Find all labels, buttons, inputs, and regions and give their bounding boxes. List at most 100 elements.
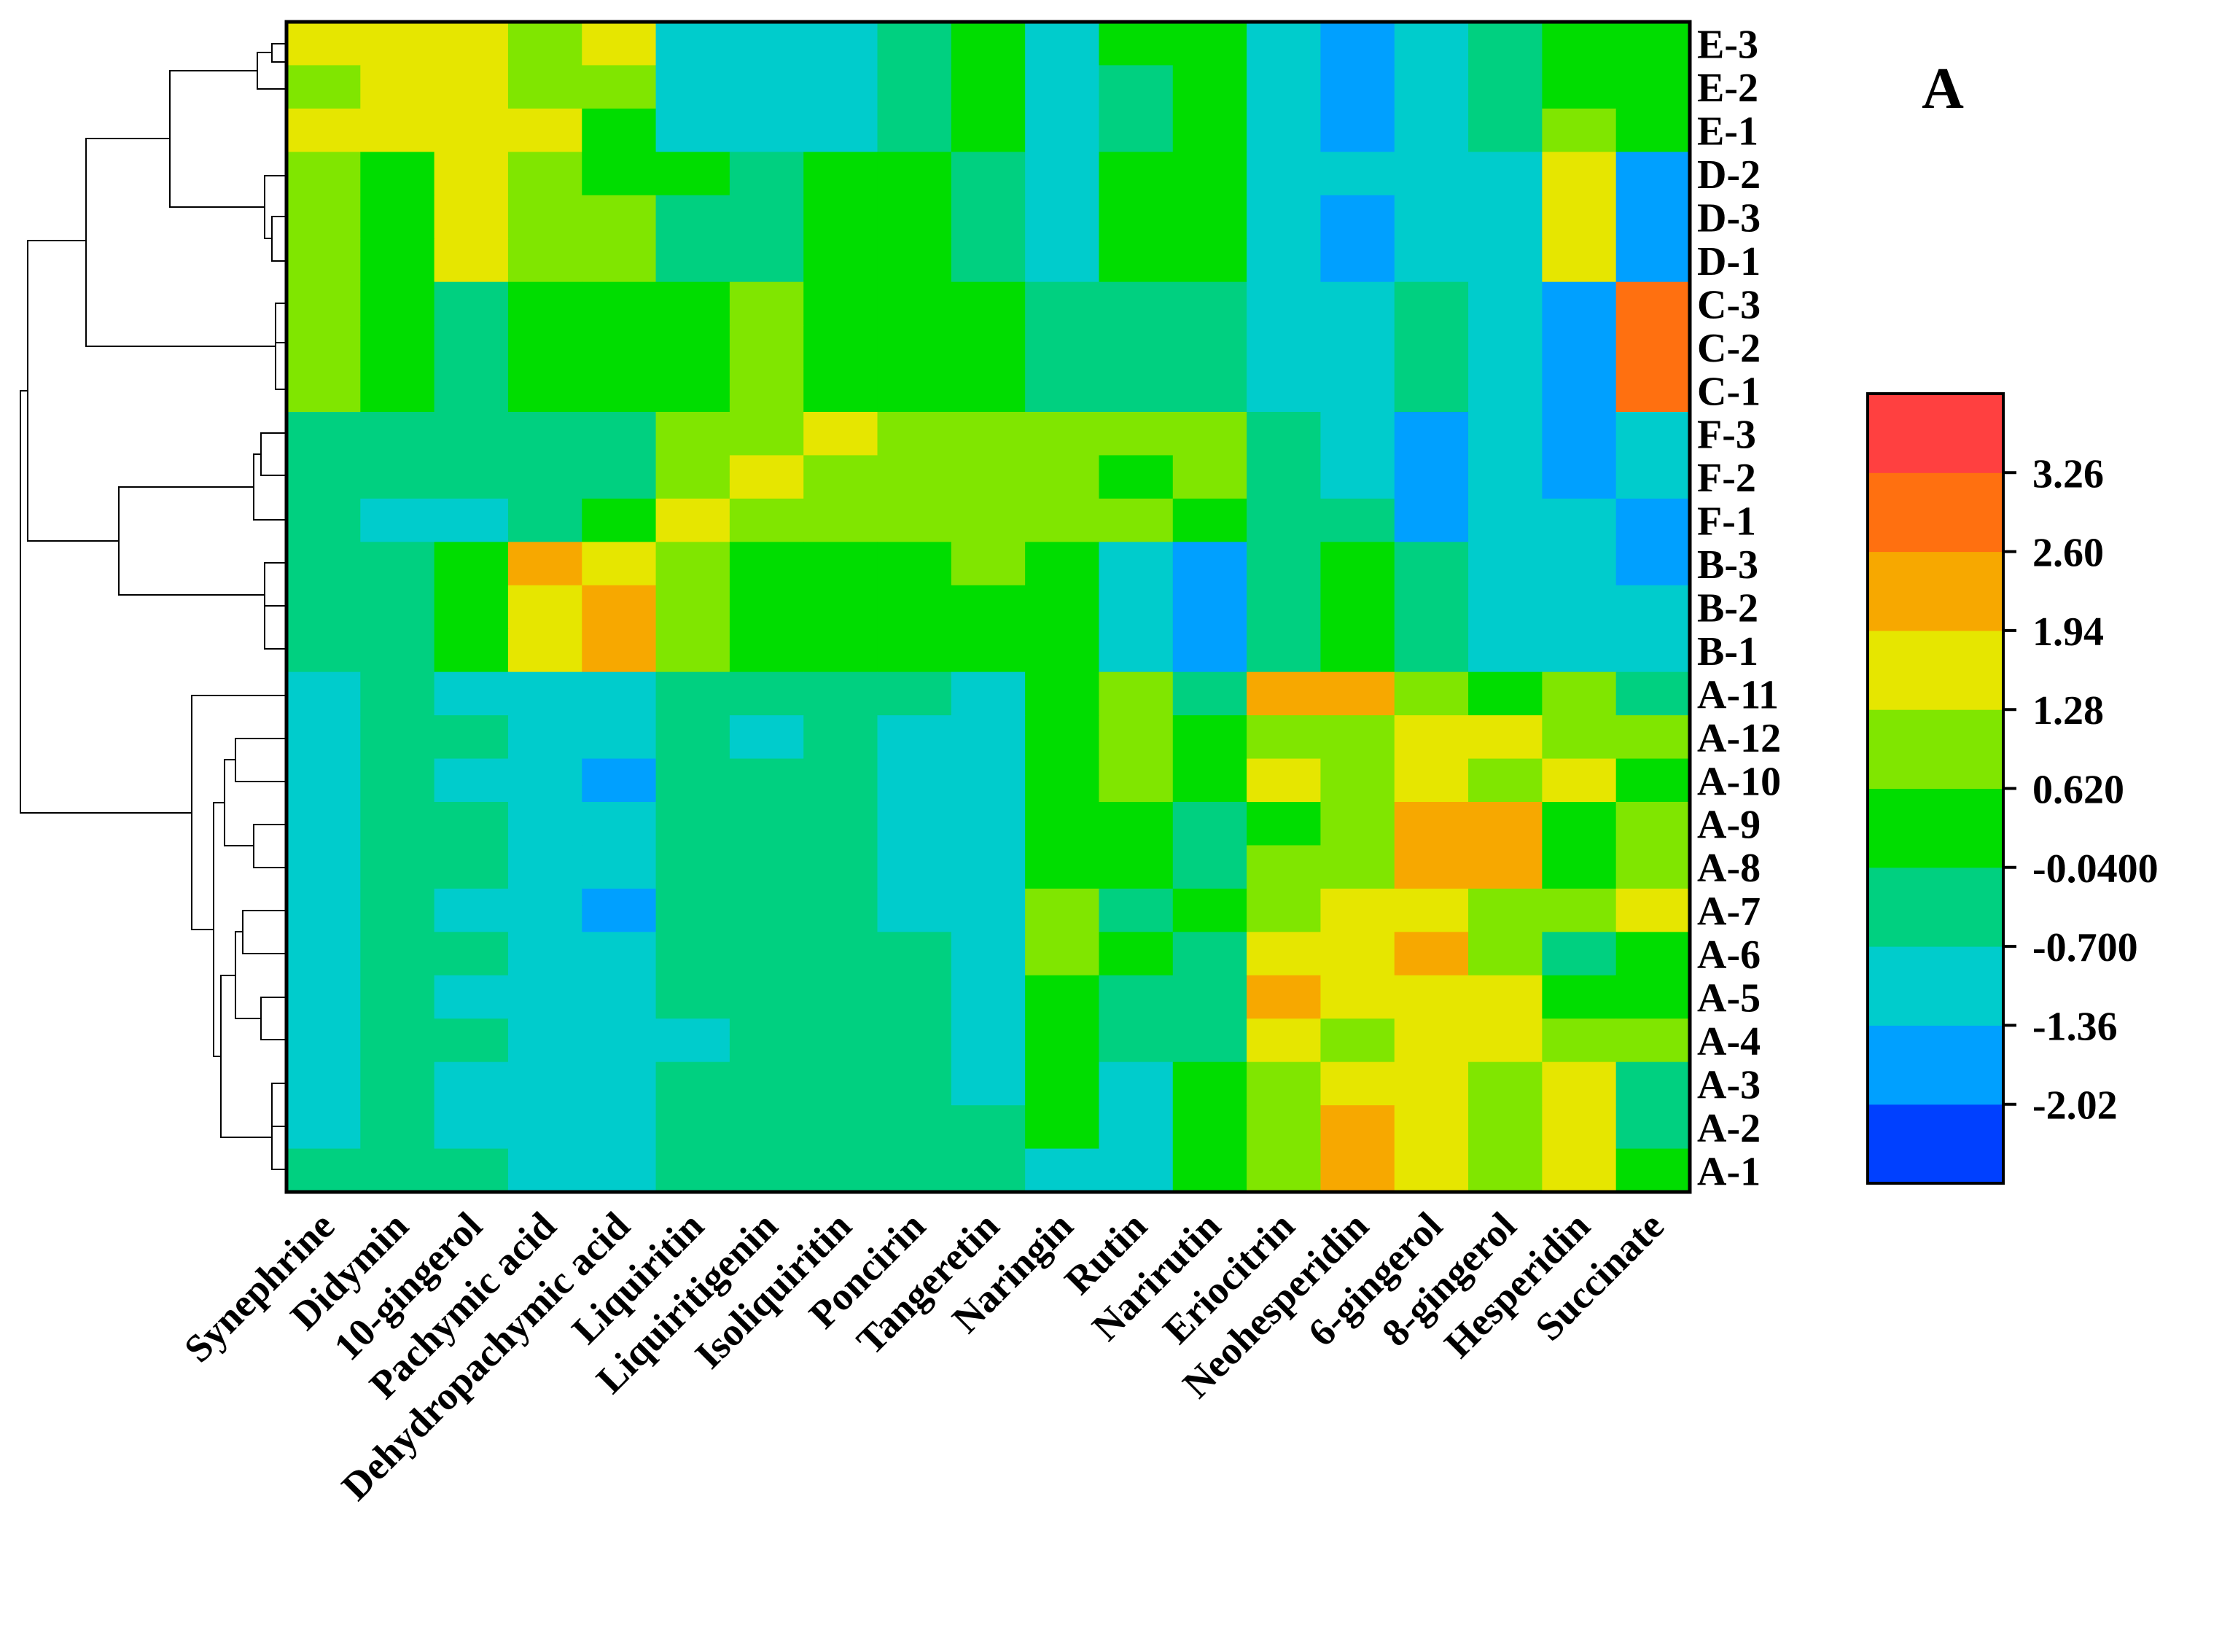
heatmap-cell	[1025, 888, 1100, 932]
heatmap-cell	[434, 542, 509, 586]
heatmap-cell	[360, 671, 435, 716]
heatmap-cell	[729, 368, 804, 413]
heatmap-cell	[1247, 802, 1322, 846]
heatmap-cell	[877, 412, 952, 456]
heatmap-cell	[1172, 152, 1247, 196]
heatmap-cell	[1615, 542, 1691, 586]
heatmap-cell	[1394, 542, 1469, 586]
heatmap-cell	[803, 1148, 878, 1193]
heatmap-cell	[1099, 195, 1174, 239]
heatmap-cell	[434, 802, 509, 846]
heatmap-cell	[951, 108, 1026, 152]
heatmap-cell	[1172, 845, 1247, 889]
heatmap-cell	[1172, 368, 1247, 413]
heatmap-cell	[1099, 412, 1174, 456]
heatmap-cell	[582, 65, 657, 109]
colorbar-tick-label: 1.94	[2032, 609, 2104, 655]
heatmap-cell	[1468, 1148, 1543, 1193]
heatmap-cell	[1099, 498, 1174, 542]
heatmap-cell	[877, 1018, 952, 1063]
heatmap-cell	[1320, 1148, 1395, 1193]
heatmap-cell	[1025, 542, 1100, 586]
row-label: A-8	[1697, 846, 1761, 891]
heatmap-cell	[1542, 845, 1617, 889]
heatmap-cell	[1320, 585, 1395, 629]
heatmap-cell	[1172, 412, 1247, 456]
heatmap-cell	[729, 932, 804, 976]
heatmap-cell	[286, 542, 361, 586]
heatmap-cell	[1468, 412, 1543, 456]
heatmap-cell	[1542, 1061, 1617, 1106]
heatmap-cell	[1172, 975, 1247, 1019]
row-label: B-3	[1697, 542, 1758, 588]
heatmap-cell	[286, 802, 361, 846]
heatmap-cell	[507, 22, 582, 66]
heatmap-cell	[1615, 845, 1691, 889]
heatmap-cell	[507, 1105, 582, 1150]
heatmap-cell	[729, 152, 804, 196]
heatmap-cell	[1247, 325, 1322, 370]
heatmap-cell	[803, 1061, 878, 1106]
heatmap-cell	[1172, 65, 1247, 109]
heatmap-cell	[286, 281, 361, 326]
heatmap-cell	[1320, 281, 1395, 326]
heatmap-cell	[877, 498, 952, 542]
heatmap-cell	[286, 758, 361, 803]
heatmap-cell	[951, 195, 1026, 239]
colorbar-segment	[1868, 946, 2003, 1026]
heatmap-cell	[360, 888, 435, 932]
heatmap-cell	[803, 975, 878, 1019]
heatmap-cell	[1025, 238, 1100, 283]
heatmap-cell	[951, 932, 1026, 976]
heatmap-cell	[951, 802, 1026, 846]
heatmap-cell	[877, 975, 952, 1019]
heatmap-cell	[1394, 585, 1469, 629]
heatmap-cell	[1542, 932, 1617, 976]
heatmap-cell	[1615, 455, 1691, 499]
row-label: D-2	[1697, 152, 1761, 198]
heatmap-cell	[1172, 22, 1247, 66]
heatmap-cell	[1099, 1018, 1174, 1063]
heatmap-cell	[1025, 1105, 1100, 1150]
heatmap-cell	[1247, 238, 1322, 283]
heatmap-cell	[360, 1018, 435, 1063]
heatmap-cell	[803, 542, 878, 586]
heatmap-cell	[360, 152, 435, 196]
heatmap-cell	[1099, 22, 1174, 66]
heatmap-cell	[286, 238, 361, 283]
heatmap-cell	[1247, 152, 1322, 196]
heatmap-cell	[803, 108, 878, 152]
heatmap-cell	[655, 932, 730, 976]
heatmap-cell	[729, 1061, 804, 1106]
heatmap-cell	[434, 628, 509, 673]
heatmap-cell	[1394, 238, 1469, 283]
colorbar-segment	[1868, 630, 2003, 710]
heatmap-cell	[1099, 455, 1174, 499]
heatmap-cell	[655, 455, 730, 499]
heatmap-cell	[1542, 1018, 1617, 1063]
heatmap-cell	[1099, 715, 1174, 760]
heatmap-cell	[729, 65, 804, 109]
heatmap-cell	[434, 455, 509, 499]
heatmap-cell	[1542, 368, 1617, 413]
heatmap-cell	[803, 498, 878, 542]
heatmap-cell	[360, 1105, 435, 1150]
heatmap-cell	[1468, 368, 1543, 413]
heatmap-cell	[360, 325, 435, 370]
heatmap-cell	[1320, 1061, 1395, 1106]
heatmap-cell	[1320, 542, 1395, 586]
heatmap-cell	[434, 585, 509, 629]
heatmap-cell	[803, 845, 878, 889]
heatmap-cell	[1320, 455, 1395, 499]
colorbar-tick-label: 3.26	[2032, 451, 2104, 496]
heatmap-cells	[286, 22, 1691, 1193]
heatmap-cell	[951, 1148, 1026, 1193]
heatmap-cell	[286, 498, 361, 542]
row-label: A-10	[1697, 759, 1781, 804]
heatmap-cell	[1247, 1105, 1322, 1150]
heatmap-frame	[284, 20, 1692, 1194]
heatmap-cell	[655, 1148, 730, 1193]
heatmap-cell	[507, 715, 582, 760]
heatmap-cell	[1320, 368, 1395, 413]
heatmap-cell	[286, 1018, 361, 1063]
